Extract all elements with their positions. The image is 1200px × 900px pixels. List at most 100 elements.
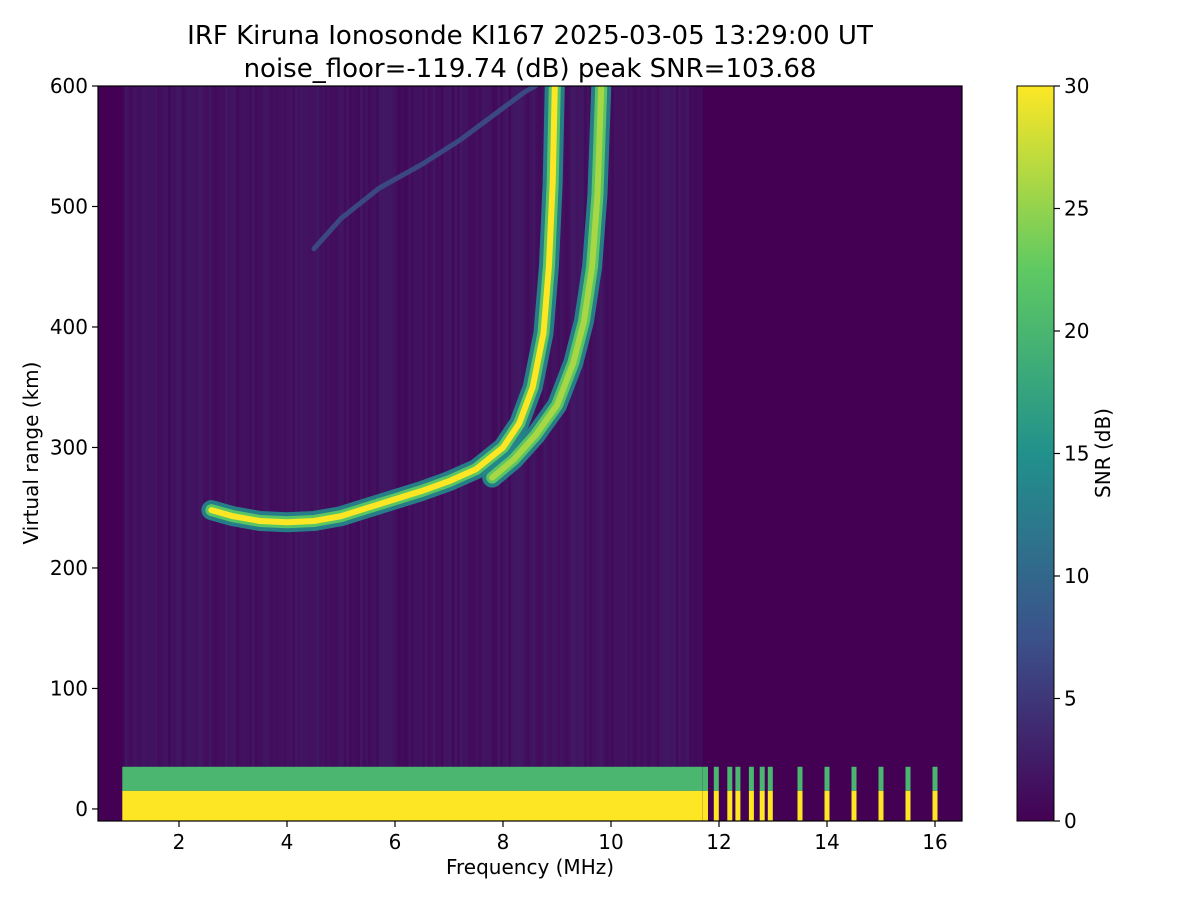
- noise-column: [297, 86, 301, 821]
- noise-column: [160, 86, 163, 821]
- noise-column: [351, 86, 355, 821]
- noise-column: [592, 86, 595, 821]
- x-tick-label: 8: [497, 830, 510, 854]
- noise-column: [254, 86, 258, 821]
- noise-column: [405, 86, 409, 821]
- noise-column: [308, 86, 312, 821]
- noise-column: [370, 86, 374, 821]
- noise-column: [640, 86, 644, 821]
- noise-column: [330, 86, 333, 821]
- noise-column: [122, 86, 125, 821]
- noise-column: [349, 86, 352, 821]
- noise-column: [678, 86, 682, 821]
- noise-column: [327, 86, 331, 821]
- noise-column: [589, 86, 593, 821]
- sparse-channel-halo: [727, 766, 733, 791]
- noise-column: [284, 86, 287, 821]
- noise-column: [546, 86, 549, 821]
- noise-column: [341, 86, 344, 821]
- noise-column: [378, 86, 382, 821]
- noise-column: [470, 86, 474, 821]
- plot-area: [98, 86, 962, 821]
- noise-column: [268, 86, 271, 821]
- y-tick-label: 200: [50, 556, 88, 580]
- y-axis: 0 100 200 300 400 500 600: [50, 74, 98, 821]
- noise-column: [432, 86, 436, 821]
- noise-column: [413, 86, 417, 821]
- noise-column: [611, 86, 614, 821]
- noise-column: [287, 86, 290, 821]
- colorbar-tick-label: 10: [1064, 564, 1089, 588]
- noise-column: [389, 86, 393, 821]
- noise-column: [365, 86, 368, 821]
- ground-echo-band: [122, 790, 703, 821]
- noise-column: [143, 86, 147, 821]
- noise-column: [338, 86, 341, 821]
- noise-column: [619, 86, 622, 821]
- noise-column: [216, 86, 220, 821]
- noise-column: [141, 86, 144, 821]
- x-tick-label: 2: [173, 830, 186, 854]
- sparse-channel-halo: [932, 766, 938, 791]
- noise-column: [570, 86, 574, 821]
- colorbar-label: SNR (dB): [1091, 408, 1115, 498]
- noise-column: [357, 86, 360, 821]
- noise-column: [208, 86, 212, 821]
- echo-trace-halo: [311, 86, 538, 252]
- noise-column: [648, 86, 652, 821]
- noise-column: [235, 86, 239, 821]
- noise-column: [125, 86, 128, 821]
- noise-column: [192, 86, 196, 821]
- noise-column: [343, 86, 347, 821]
- noise-column: [692, 86, 695, 821]
- noise-column: [408, 86, 412, 821]
- sparse-channel-echo: [932, 790, 938, 821]
- noise-column: [197, 86, 201, 821]
- noise-column: [303, 86, 306, 821]
- noise-column: [362, 86, 366, 821]
- echo-trace-core: [489, 86, 605, 481]
- noise-column: [548, 86, 552, 821]
- noise-column: [395, 86, 398, 821]
- chart-subtitle: noise_floor=-119.74 (dB) peak SNR=103.68: [244, 54, 817, 84]
- noise-column: [551, 86, 555, 821]
- noise-column: [324, 86, 328, 821]
- noise-column: [681, 86, 684, 821]
- noise-column: [540, 86, 544, 821]
- noise-column: [459, 86, 463, 821]
- sparse-channel-echo: [851, 790, 857, 821]
- noise-column: [319, 86, 323, 821]
- noise-column: [443, 86, 447, 821]
- plot-frame: [97, 85, 963, 822]
- noise-column: [616, 86, 620, 821]
- noise-column: [454, 86, 458, 821]
- noise-column: [224, 86, 228, 821]
- noise-column: [227, 86, 231, 821]
- sparse-channel-halo: [824, 766, 830, 791]
- x-tick-label: 6: [389, 830, 402, 854]
- noise-column: [392, 86, 395, 821]
- noise-column: [257, 86, 260, 821]
- y-tick-label: 500: [50, 194, 88, 218]
- noise-column: [381, 86, 385, 821]
- noise-column: [195, 86, 198, 821]
- noise-column: [581, 86, 584, 821]
- y-axis-label: Virtual range (km): [19, 362, 43, 545]
- noise-column: [170, 86, 174, 821]
- sparse-channel-halo: [878, 766, 884, 791]
- noise-column: [384, 86, 387, 821]
- noise-column: [200, 86, 204, 821]
- noise-column: [219, 86, 223, 821]
- noise-column: [295, 86, 298, 821]
- noise-column: [203, 86, 206, 821]
- sparse-channel-echo: [797, 790, 803, 821]
- noise-column: [187, 86, 190, 821]
- noise-column: [557, 86, 560, 821]
- noise-column: [278, 86, 282, 821]
- noise-column: [184, 86, 188, 821]
- noise-column: [430, 86, 433, 821]
- sparse-channel-halo: [851, 766, 857, 791]
- noise-column: [662, 86, 665, 821]
- noise-column: [416, 86, 420, 821]
